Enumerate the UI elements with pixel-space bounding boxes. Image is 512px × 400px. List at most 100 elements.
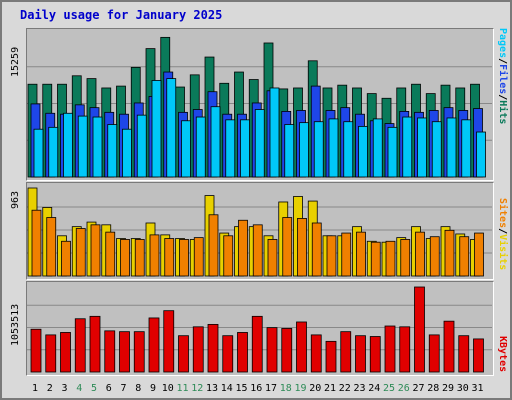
bar-kbytes-day-8 <box>133 331 145 373</box>
bar-pages-day-6 <box>107 124 118 178</box>
bar-kbytes-day-11 <box>178 335 189 373</box>
bar-kbytes-day-1 <box>30 328 42 373</box>
bar-kbytes-day-6 <box>104 330 116 373</box>
bar-sites-day-20 <box>311 222 322 277</box>
x-tick-label: 14 <box>221 383 233 394</box>
bar-pages-day-10 <box>166 78 177 178</box>
bar-kbytes-day-21 <box>325 340 337 373</box>
x-tick-label: 17 <box>265 383 277 394</box>
x-tick-label: 25 <box>383 383 395 394</box>
bar-pages-day-18 <box>284 124 295 178</box>
x-tick-label: 9 <box>150 383 156 394</box>
bar-sites-day-13 <box>208 214 219 277</box>
bar-sites-day-4 <box>75 228 86 277</box>
bar-sites-day-8 <box>134 239 145 277</box>
bar-sites-day-25 <box>385 240 396 277</box>
x-tick-label: 2 <box>47 383 53 394</box>
bar-kbytes-day-12 <box>192 326 204 373</box>
x-tick-label: 26 <box>398 383 410 394</box>
bar-sites-day-12 <box>193 237 204 277</box>
bar-kbytes-day-26 <box>399 326 411 373</box>
bar-sites-day-3 <box>61 240 71 277</box>
x-tick-label: 7 <box>120 383 126 394</box>
bar-kbytes-day-19 <box>296 321 307 373</box>
bar-sites-day-19 <box>297 218 307 277</box>
bar-sites-day-14 <box>223 235 234 277</box>
bar-kbytes-day-25 <box>384 325 396 373</box>
bar-sites-day-7 <box>120 239 130 277</box>
bar-kbytes-day-7 <box>119 331 130 373</box>
bar-pages-day-20 <box>313 121 324 178</box>
x-tick-label: 12 <box>191 383 203 394</box>
bar-sites-day-26 <box>400 239 411 277</box>
x-tick-label: 18 <box>280 383 292 394</box>
bar-pages-day-12 <box>195 116 206 178</box>
x-tick-label: 21 <box>324 383 336 394</box>
bar-sites-day-31 <box>474 232 484 277</box>
x-tick-label: 30 <box>457 383 469 394</box>
bar-sites-day-6 <box>105 231 116 277</box>
bar-kbytes-day-4 <box>74 318 86 373</box>
bar-kbytes-day-9 <box>148 317 160 373</box>
bar-kbytes-day-3 <box>60 332 71 373</box>
bar-pages-day-14 <box>225 119 236 178</box>
bar-kbytes-day-10 <box>163 310 175 373</box>
bar-kbytes-day-13 <box>207 323 219 373</box>
x-tick-label: 24 <box>368 383 380 394</box>
bar-kbytes-day-15 <box>237 332 248 373</box>
x-tick-label: 5 <box>91 383 97 394</box>
bar-kbytes-day-31 <box>473 338 484 373</box>
bar-kbytes-day-17 <box>266 327 278 373</box>
bar-pages-day-15 <box>240 119 250 178</box>
x-tick-label: 8 <box>135 383 141 394</box>
x-tick-label: 20 <box>309 383 321 394</box>
bar-kbytes-day-23 <box>355 335 366 373</box>
bar-sites-day-2 <box>46 217 57 277</box>
bar-pages-day-31 <box>476 131 486 178</box>
bar-kbytes-day-2 <box>45 334 57 373</box>
bar-kbytes-day-30 <box>458 335 470 373</box>
bar-sites-day-28 <box>429 236 440 277</box>
bar-sites-day-10 <box>164 238 175 277</box>
bar-pages-day-8 <box>136 114 147 178</box>
x-tick-label: 10 <box>162 383 174 394</box>
bar-sites-day-29 <box>444 229 455 277</box>
bar-pages-day-24 <box>372 118 383 178</box>
bar-sites-day-5 <box>90 224 101 277</box>
bar-pages-day-22 <box>343 121 354 178</box>
bar-pages-day-9 <box>151 80 162 178</box>
bar-sites-day-27 <box>415 231 425 277</box>
bar-sites-day-30 <box>459 236 470 277</box>
bar-sites-day-24 <box>370 241 381 277</box>
x-tick-label: 22 <box>339 383 351 394</box>
bar-kbytes-day-16 <box>251 315 263 373</box>
bar-kbytes-day-22 <box>340 331 352 373</box>
x-tick-label: 27 <box>412 383 424 394</box>
x-tick-label: 3 <box>61 383 67 394</box>
bar-sites-day-1 <box>31 209 42 277</box>
bar-pages-day-26 <box>402 116 413 178</box>
bar-sites-day-9 <box>149 234 160 277</box>
bar-sites-day-17 <box>267 239 278 277</box>
bar-pages-day-2 <box>48 126 59 178</box>
x-tick-label: 19 <box>294 383 306 394</box>
x-tick-label: 15 <box>235 383 247 394</box>
x-tick-label: 6 <box>106 383 112 394</box>
bar-pages-day-21 <box>328 118 339 178</box>
x-tick-label: 13 <box>206 383 218 394</box>
bar-kbytes-day-18 <box>281 328 293 373</box>
x-tick-label: 11 <box>176 383 188 394</box>
x-tick-label: 31 <box>471 383 483 394</box>
bar-pages-day-4 <box>77 115 88 178</box>
bar-pages-day-19 <box>299 122 309 178</box>
bar-pages-day-16 <box>254 109 265 178</box>
x-tick-label: 23 <box>353 383 365 394</box>
bar-pages-day-30 <box>461 119 472 178</box>
bar-sites-day-23 <box>356 231 366 277</box>
bar-pages-day-7 <box>122 128 132 178</box>
bar-pages-day-29 <box>446 117 457 178</box>
bar-pages-day-3 <box>63 112 73 178</box>
bar-kbytes-day-29 <box>443 320 455 373</box>
